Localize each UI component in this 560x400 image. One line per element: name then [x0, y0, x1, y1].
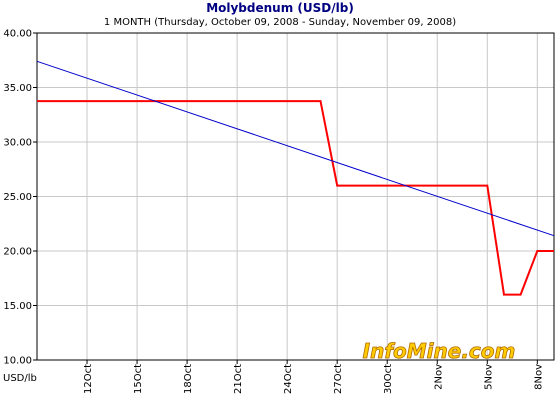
- x-tick-label: 2Nov: [433, 364, 444, 390]
- grid: [37, 33, 554, 360]
- x-tick-label: 21Oct: [233, 364, 244, 394]
- x-tick-label: 24Oct: [283, 364, 294, 394]
- y-tick-label: 40.00: [3, 29, 32, 40]
- x-axis: 12Oct 15Oct 18Oct 21Oct 24Oct 27Oct 30Oct 2Nov 5…: [83, 360, 544, 394]
- y-tick-label: 10.00: [3, 356, 32, 367]
- y-tick-label: 20.00: [3, 247, 32, 258]
- x-tick-label: 12Oct: [83, 364, 94, 394]
- x-tick-label: 5Nov: [483, 364, 494, 390]
- watermark-logo: InfoMine.com: [363, 339, 516, 363]
- y-axis-unit-label: USD/lb: [3, 373, 37, 384]
- x-tick-label: 8Nov: [533, 364, 544, 390]
- price-line: [37, 100, 554, 296]
- x-tick-label: 15Oct: [133, 364, 144, 394]
- chart-title: Molybdenum (USD/lb): [206, 1, 354, 15]
- series: [36, 60, 555, 296]
- chart-subtitle: 1 MONTH (Thursday, October 09, 2008 - Su…: [104, 17, 456, 28]
- y-tick-label: 25.00: [3, 192, 32, 203]
- y-tick-label: 30.00: [3, 138, 32, 149]
- y-axis: 10.00 15.00 20.00 25.00 30.00 35.00 40.00: [3, 29, 37, 367]
- trend-line: [36, 60, 555, 237]
- y-tick-label: 15.00: [3, 301, 32, 312]
- y-tick-label: 35.00: [3, 83, 32, 94]
- x-tick-label: 27Oct: [333, 364, 344, 394]
- x-tick-label: 30Oct: [383, 364, 394, 394]
- x-tick-label: 18Oct: [183, 364, 194, 394]
